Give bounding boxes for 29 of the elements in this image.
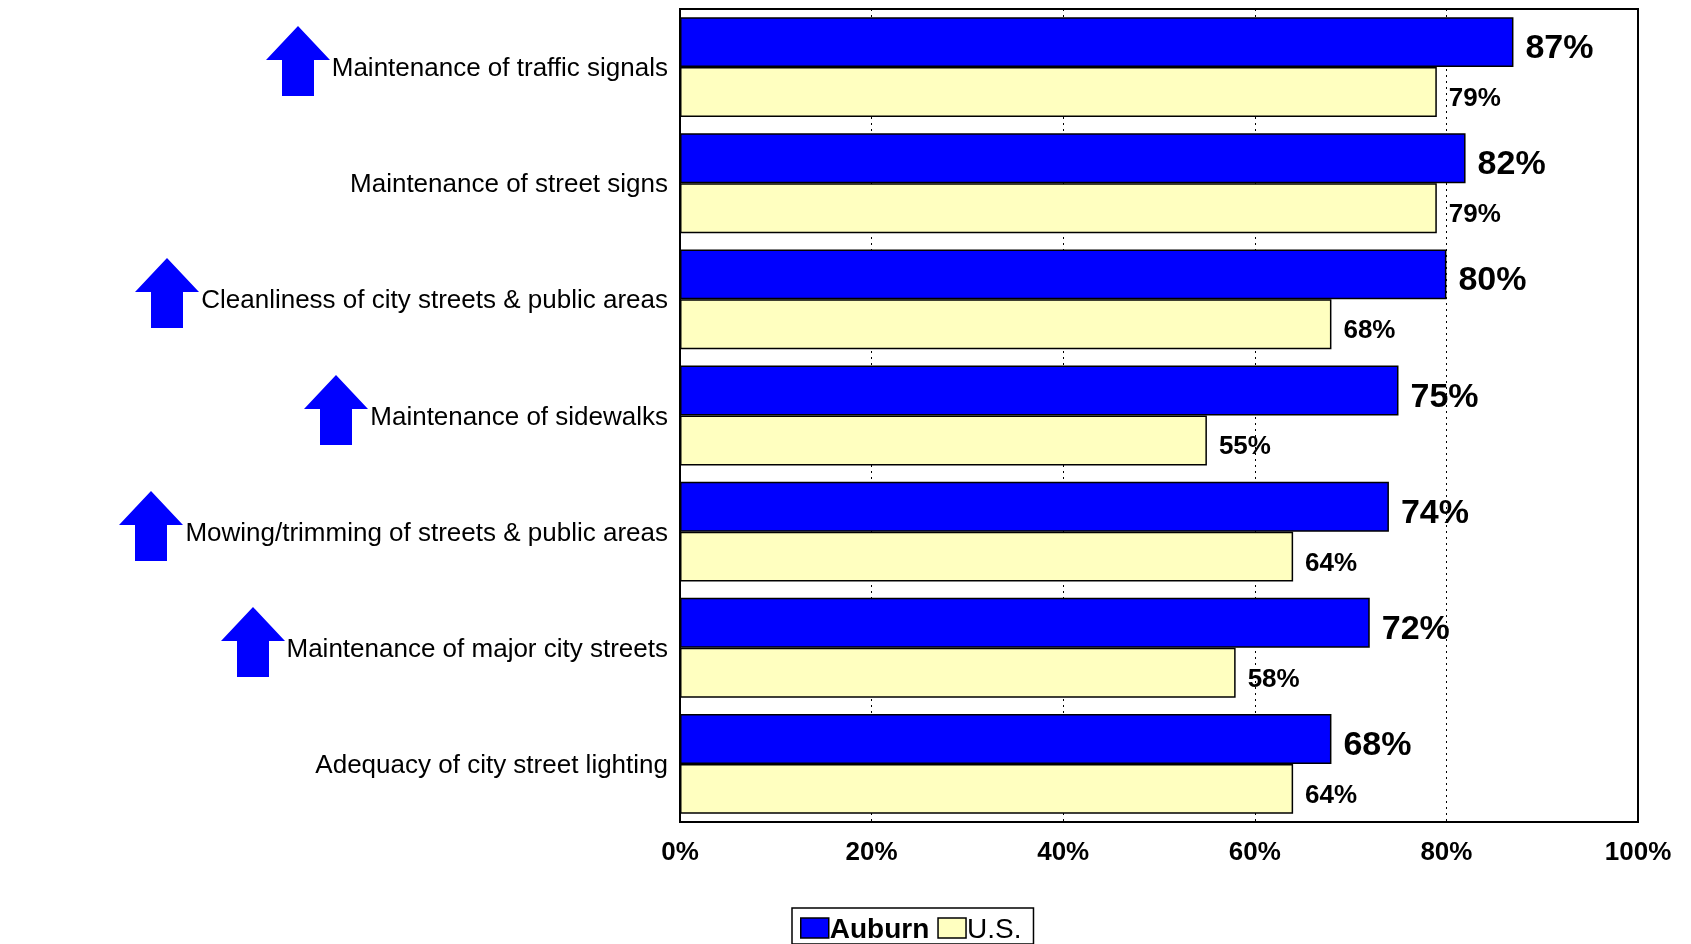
data-label: 68% (1343, 314, 1396, 345)
y-tick-label: Adequacy of city street lighting (315, 748, 668, 779)
x-tick-label: 100% (1604, 836, 1672, 866)
y-tick-label: Cleanliness of city streets & public areas (201, 284, 668, 315)
x-tick-label: 20% (845, 836, 898, 866)
data-label: 75% (1410, 375, 1479, 414)
y-tick-label: Maintenance of major city streets (286, 632, 668, 663)
data-label: 64% (1305, 546, 1358, 577)
x-tick-label: 60% (1228, 836, 1281, 866)
x-tick-label: 0% (661, 836, 699, 866)
data-label: 72% (1381, 607, 1450, 646)
y-tick-label: Mowing/trimming of streets & public areas (185, 516, 668, 547)
data-label: 64% (1305, 778, 1358, 809)
data-label: 87% (1525, 27, 1594, 66)
data-label: 82% (1477, 143, 1546, 182)
data-label: 79% (1448, 82, 1501, 113)
x-tick-label: 40% (1037, 836, 1090, 866)
data-label: 68% (1343, 723, 1412, 762)
y-tick-label: Maintenance of street signs (350, 168, 668, 199)
x-tick-label: 80% (1420, 836, 1473, 866)
data-label: 55% (1218, 430, 1271, 461)
legend-label: U.S. (967, 912, 1022, 944)
legend-label: Auburn (829, 912, 930, 944)
data-label: 80% (1458, 259, 1527, 298)
data-label: 58% (1247, 662, 1300, 693)
y-tick-label: Maintenance of traffic signals (331, 52, 668, 83)
y-tick-label: Maintenance of sidewalks (370, 400, 668, 431)
data-label: 74% (1400, 491, 1469, 530)
data-label: 79% (1448, 198, 1501, 229)
